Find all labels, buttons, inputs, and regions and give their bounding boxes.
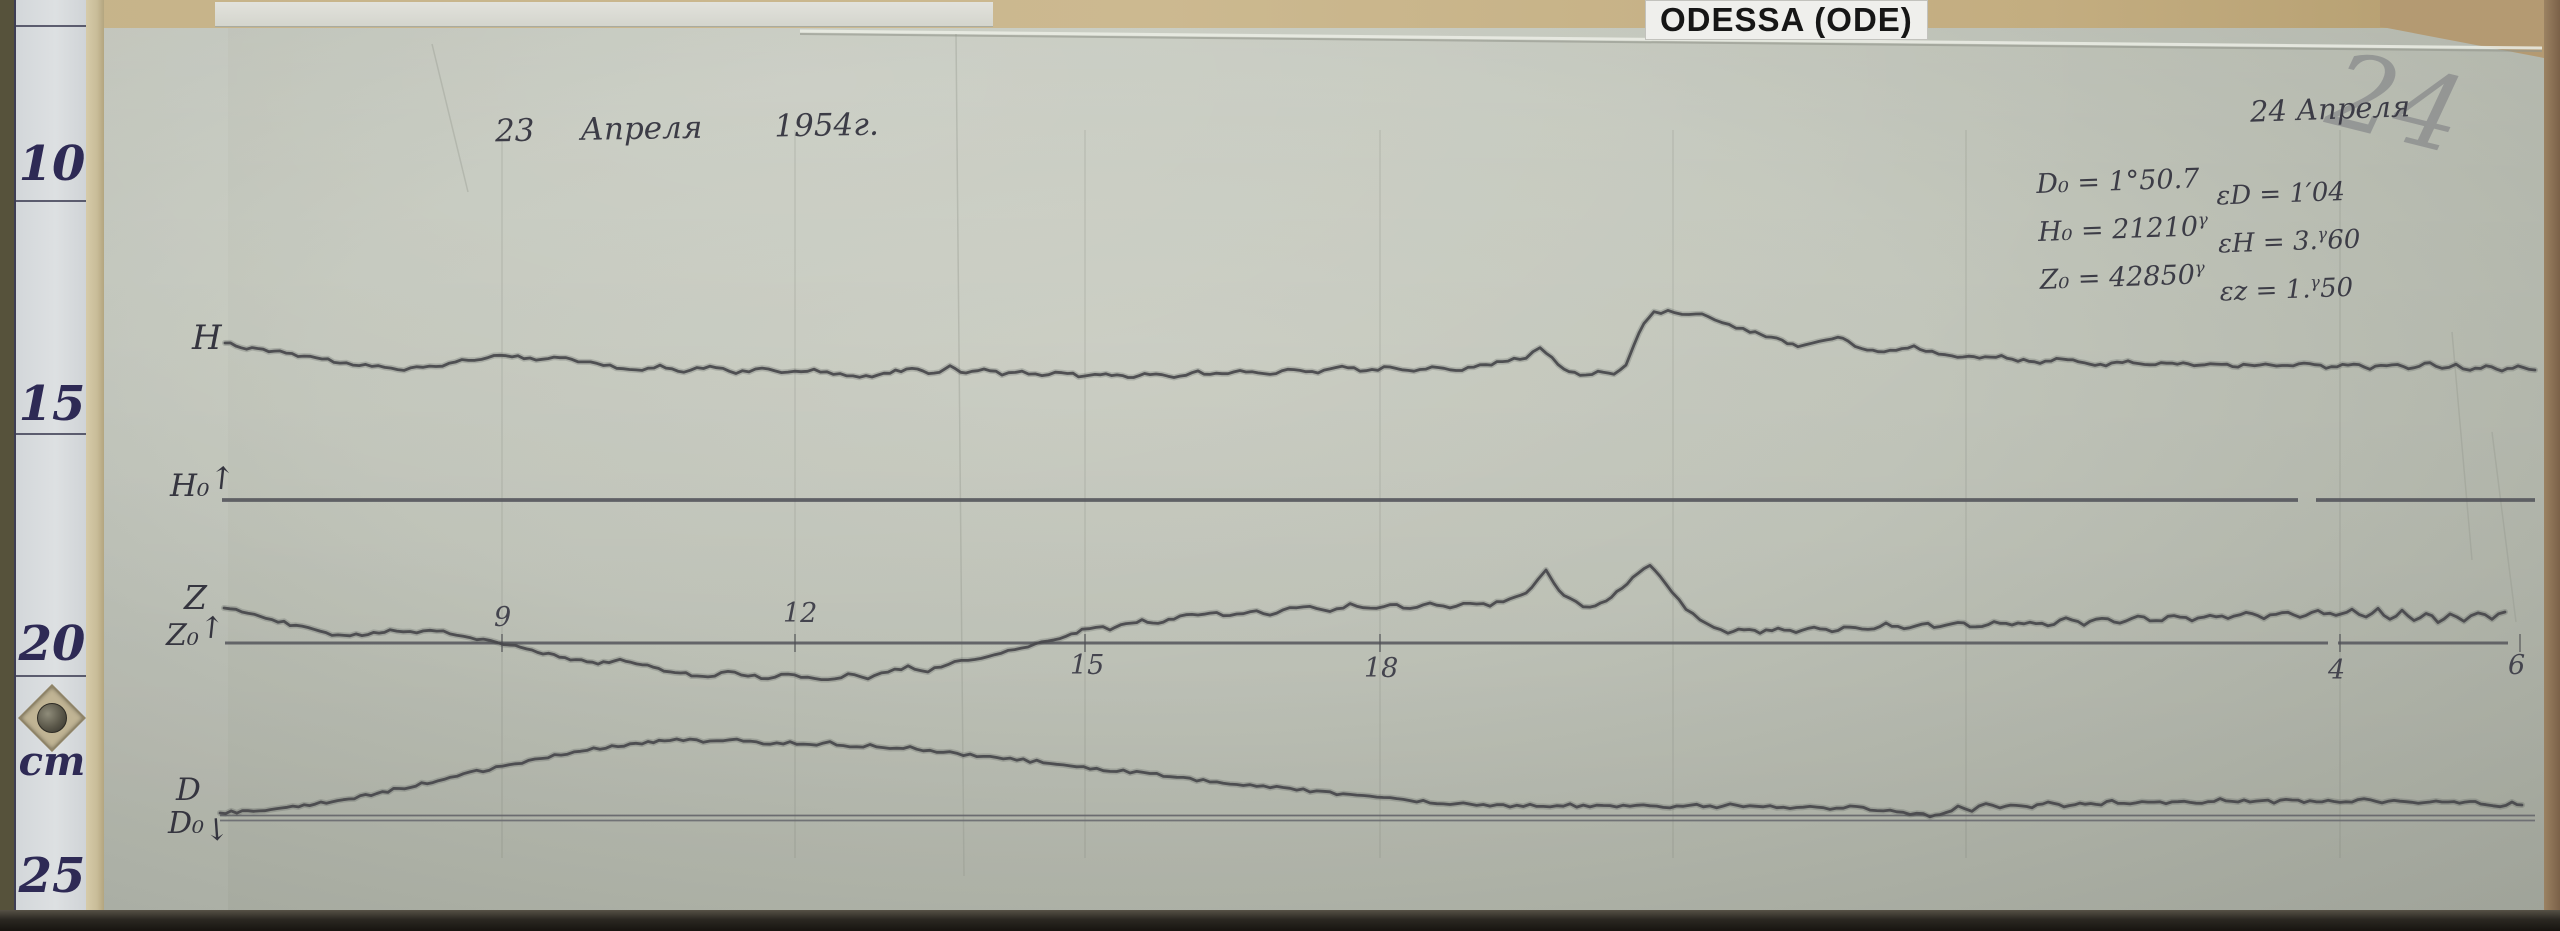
base-value-row-2: Z₀ = 42850γ: [2039, 251, 2211, 305]
photo-scratch: [2491, 431, 2517, 623]
date-annotation-left: 23 Апреля 1954г.: [495, 107, 879, 150]
value-text: 60: [2326, 224, 2361, 256]
trace-label-Z0: Z₀↑: [166, 610, 226, 653]
scale-value-row-1: εH = 3.γ60: [2217, 216, 2361, 269]
photo-scratch: [431, 43, 469, 193]
trace-D: [218, 737, 2524, 819]
value-text: Z₀ = 42850: [2039, 259, 2196, 296]
superscript-gamma: γ: [2197, 209, 2209, 230]
arrow-down-icon: ↓: [202, 812, 231, 849]
trace-label-D: D: [176, 772, 201, 808]
trace-label-Z: Z: [184, 578, 207, 617]
trace-label-D0: D₀↓: [168, 806, 230, 849]
photo-scratch: [2451, 331, 2473, 561]
scale-value-row-0: εD = 1′04: [2216, 168, 2360, 221]
cm-ruler: 10 15 20 cm 25: [0, 0, 104, 931]
trace-label-text: Z: [184, 578, 207, 617]
station-label: ODESSA (ODE): [1645, 0, 1928, 40]
trace-label-text: H₀: [170, 468, 210, 504]
trace-label-H: H: [192, 318, 222, 358]
value-text: εD = 1′04: [2215, 177, 2346, 212]
frame-right-edge: [2544, 0, 2560, 931]
hour-label-15: 15: [1070, 650, 1105, 681]
hour-label-9: 9: [494, 602, 512, 633]
date-month: Апреля: [580, 109, 703, 148]
trace-label-H0: H₀↑: [170, 460, 237, 504]
value-text: 50: [2319, 272, 2354, 304]
trace-label-text: D₀: [168, 806, 205, 841]
value-text: εz = 1.: [2219, 274, 2311, 308]
base-value-row-0: D₀ = 1°50.7: [2036, 155, 2208, 209]
ruler-mark-15: 15: [18, 376, 86, 432]
base-value-row-1: H₀ = 21210γ: [2037, 203, 2209, 257]
value-text: H₀ = 21210: [2037, 211, 2199, 248]
hour-label-12: 12: [783, 598, 818, 629]
ruler-mark-20: 20: [18, 616, 86, 672]
arrow-up-icon: ↑: [197, 609, 226, 648]
trace-label-text: Z₀: [166, 618, 199, 653]
hour-label-6: 6: [2508, 650, 2526, 681]
ruler-screw-icon: [37, 703, 67, 733]
trace-label-text: D: [176, 772, 201, 808]
trace-label-text: H: [192, 318, 222, 358]
baseline-values-column: D₀ = 1°50.7 H₀ = 21210γ Z₀ = 42850γ: [2036, 155, 2211, 305]
ruler-mark-10: 10: [18, 136, 86, 192]
ruler-division-line: [16, 675, 88, 677]
ruler-face: 10 15 20 cm 25: [14, 0, 90, 931]
superscript-gamma: γ: [2194, 257, 2205, 278]
trace-Z: [222, 564, 2507, 681]
photographic-paper: [104, 28, 2544, 910]
scale-values-column: εD = 1′04 εH = 3.γ60 εz = 1.γ50: [2216, 168, 2363, 317]
value-text: εH = 3.: [2217, 226, 2319, 260]
ruler-mark-25: 25: [18, 848, 86, 904]
scale-value-row-2: εz = 1.γ50: [2219, 263, 2363, 316]
frame-bottom-edge: [0, 910, 2560, 931]
value-text: D₀ = 1°50.7: [2035, 163, 2200, 200]
ruler-division-line: [16, 200, 88, 202]
paper-left-margin: [104, 28, 228, 910]
trace-H: [223, 309, 2537, 379]
date-year: 1954г.: [774, 106, 880, 145]
photo-scratch: [955, 33, 965, 877]
date-day: 23: [494, 112, 535, 150]
hour-label-4: 4: [2328, 655, 2346, 686]
ruler-division-line: [16, 433, 88, 435]
trace-halo-D: [217, 736, 2525, 820]
sheet-edge-shadow: [799, 33, 2543, 52]
ruler-division-line: [16, 25, 88, 27]
arrow-up-icon: ↑: [207, 459, 238, 499]
paper-glare: [104, 28, 2544, 910]
date-annotation-right: 24 Апреля: [2249, 89, 2411, 129]
ruler-bevel: [86, 0, 104, 931]
overlapping-sheet-edge: [215, 2, 993, 27]
hour-label-18: 18: [1364, 653, 1399, 684]
